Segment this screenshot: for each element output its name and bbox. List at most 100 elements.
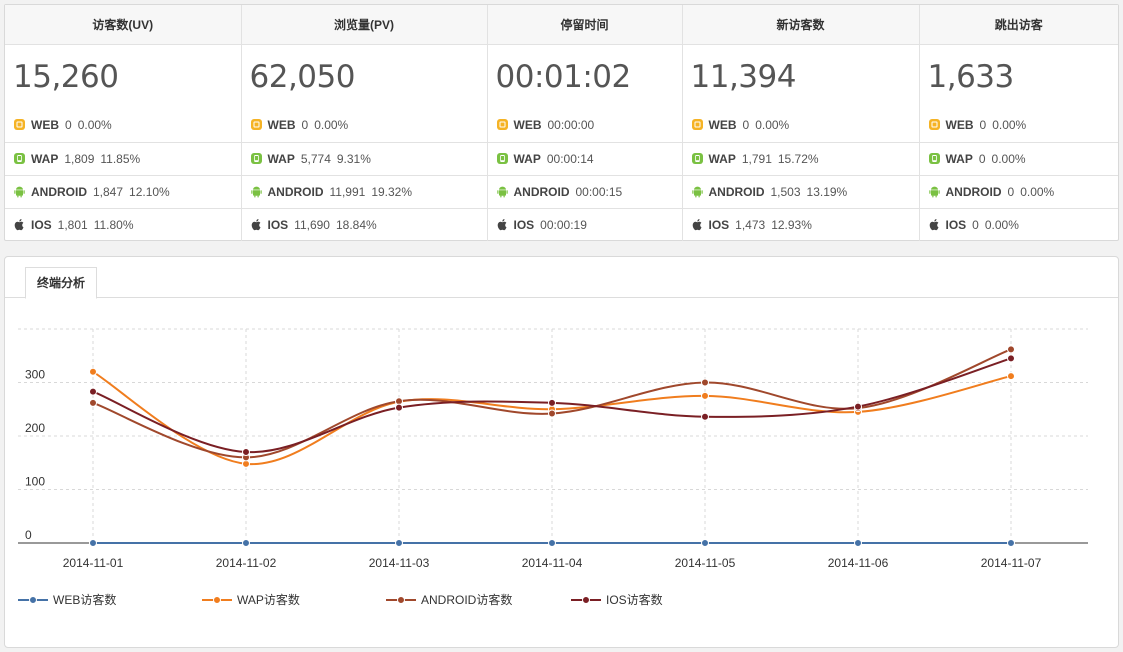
stat-cell-ios: IOS 11,690 18.84% <box>241 208 488 241</box>
data-point <box>701 539 709 547</box>
platform-value: 0 <box>742 118 750 133</box>
android-icon <box>691 185 704 198</box>
platform-label: WAP <box>267 151 295 166</box>
platform-percent: 0.00% <box>991 151 1026 166</box>
x-tick-label: 2014-11-05 <box>675 556 736 570</box>
tab-bar: 终端分析 <box>5 257 1118 299</box>
stat-cell-wap: WAP 0 0.00% <box>919 142 1118 176</box>
legend-item-label: IOS访客数 <box>606 592 663 607</box>
stat-cell-ios: IOS 00:00:19 <box>487 208 683 241</box>
platform-value: 00:00:00 <box>547 118 595 133</box>
platform-label: WAP <box>945 151 973 166</box>
stats-total-row: 15,260 62,050 00:01:02 11,394 1,633 <box>5 44 1118 109</box>
platform-value: 00:00:14 <box>546 151 594 166</box>
platform-value: 00:00:19 <box>540 217 587 232</box>
data-point <box>701 412 709 421</box>
platform-label: ANDROID <box>708 184 765 199</box>
stat-title-bounce: 跳出访客 <box>919 5 1118 45</box>
stat-title-pv: 浏览量(PV) <box>241 5 488 45</box>
platform-value: 0 <box>1007 184 1015 199</box>
stat-cell-ios: IOS 1,801 11.80% <box>5 208 242 241</box>
apple-icon <box>13 218 26 231</box>
platform-label: WEB <box>513 118 542 133</box>
stat-title-duration: 停留时间 <box>487 5 683 45</box>
legend-swatch-dot <box>213 596 221 604</box>
platform-percent: 0.00% <box>1020 184 1055 199</box>
data-point <box>548 539 556 547</box>
legend-swatch-dot <box>397 596 405 604</box>
wap-icon <box>250 152 263 165</box>
platform-percent: 12.93% <box>771 217 812 232</box>
stat-total-new-visitors: 11,394 <box>682 44 920 109</box>
apple-icon <box>250 218 263 231</box>
data-point <box>242 539 250 547</box>
data-point <box>548 398 556 407</box>
platform-label: IOS <box>945 217 967 232</box>
android-icon <box>13 185 26 198</box>
platform-value: 0 <box>978 151 986 166</box>
stat-cell-android: ANDROID 11,991 19.32% <box>241 175 488 209</box>
data-point <box>1007 372 1015 381</box>
x-tick-label: 2014-11-01 <box>63 556 124 570</box>
legend-item-label: WAP访客数 <box>237 592 300 607</box>
platform-value: 0 <box>301 118 309 133</box>
web-icon <box>13 118 26 131</box>
data-point <box>1007 539 1015 547</box>
platform-label: IOS <box>31 217 52 232</box>
apple-icon <box>691 218 704 231</box>
platform-value: 0 <box>979 118 987 133</box>
stat-cell-android: ANDROID 1,503 13.19% <box>682 175 920 209</box>
terminal-analysis-panel: 终端分析 0 100 200 300 2014-11-01 2014-11-02 2014-… <box>4 256 1119 648</box>
platform-label: ANDROID <box>267 184 324 199</box>
platform-label: IOS <box>267 217 289 232</box>
platform-percent: 12.10% <box>129 184 170 199</box>
web-icon <box>250 118 263 131</box>
legend-item-label: WEB访客数 <box>53 592 116 607</box>
stat-total-duration: 00:01:02 <box>487 44 683 109</box>
data-point <box>395 539 403 547</box>
platform-label: WAP <box>513 151 541 166</box>
web-icon <box>691 118 704 131</box>
android-icon <box>496 185 509 198</box>
stat-cell-android: ANDROID 1,847 12.10% <box>5 175 242 209</box>
web-icon <box>496 118 509 131</box>
platform-label: WEB <box>267 118 296 133</box>
stat-cell-ios: IOS 1,473 12.93% <box>682 208 920 241</box>
platform-percent: 0.00% <box>755 118 790 133</box>
apple-icon <box>928 218 941 231</box>
android-icon <box>928 185 941 198</box>
wap-icon <box>13 152 26 165</box>
android-icon <box>250 185 263 198</box>
stat-total-pv: 62,050 <box>241 44 488 109</box>
platform-label: WAP <box>708 151 736 166</box>
stat-cell-web: WEB 0 0.00% <box>682 109 920 143</box>
platform-percent: 0.00% <box>314 118 349 133</box>
platform-percent: 9.31% <box>336 151 371 166</box>
platform-percent: 13.19% <box>806 184 848 199</box>
stats-panel: 访客数(UV) 浏览量(PV) 停留时间 新访客数 跳出访客 15,260 62… <box>4 4 1119 241</box>
stats-row-android: ANDROID 1,847 12.10% ANDROID 11,991 19.32% AND… <box>5 175 1118 209</box>
x-tick-label: 2014-11-03 <box>369 556 430 570</box>
apple-icon <box>496 218 509 231</box>
platform-value: 0 <box>65 118 72 133</box>
stat-cell-android: ANDROID 00:00:15 <box>487 175 683 209</box>
wap-icon <box>496 152 509 165</box>
platform-value: 1,847 <box>93 184 124 199</box>
web-icon <box>928 118 941 131</box>
tab-terminal-analysis[interactable]: 终端分析 <box>25 267 97 299</box>
data-point <box>89 387 97 396</box>
platform-label: WEB <box>31 118 59 133</box>
platform-value: 1,503 <box>770 184 801 199</box>
line-chart: 0 100 200 300 2014-11-01 2014-11-02 2014-11-03… <box>18 328 1088 607</box>
platform-value: 1,791 <box>741 151 772 166</box>
platform-label: WAP <box>31 151 59 166</box>
platform-percent: 0.00% <box>984 217 1019 232</box>
stat-cell-android: ANDROID 0 0.00% <box>919 175 1118 209</box>
stat-cell-wap: WAP 5,774 9.31% <box>241 142 488 176</box>
x-tick-label: 2014-11-06 <box>828 556 889 570</box>
platform-percent: 0.00% <box>77 118 112 133</box>
wap-icon <box>928 152 941 165</box>
data-point <box>854 402 862 411</box>
platform-value: 11,991 <box>329 184 366 199</box>
stat-cell-wap: WAP 1,791 15.72% <box>682 142 920 176</box>
